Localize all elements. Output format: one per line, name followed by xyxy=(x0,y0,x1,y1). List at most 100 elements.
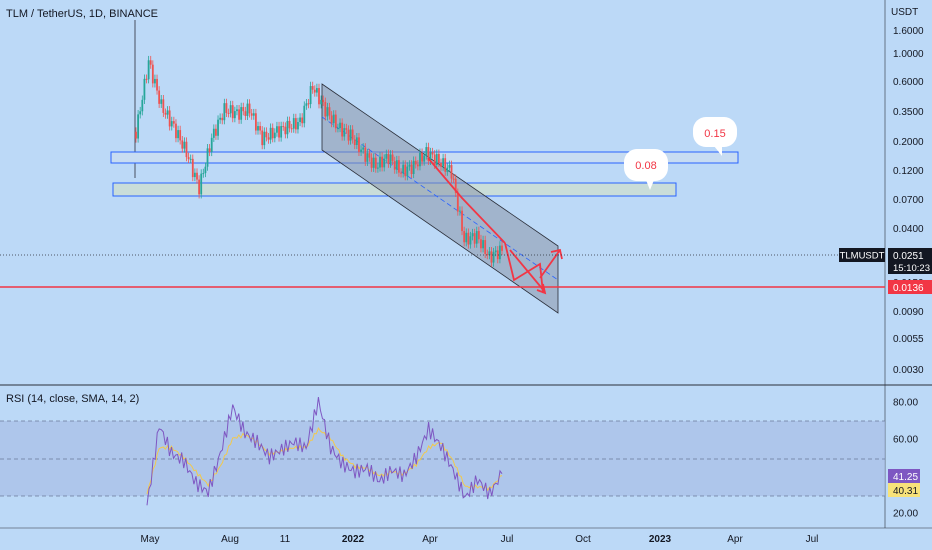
rsi-title[interactable]: RSI (14, close, SMA, 14, 2) xyxy=(6,393,139,405)
candle-body xyxy=(498,245,501,260)
projection-trend-line[interactable] xyxy=(427,157,506,244)
candle-body xyxy=(320,99,323,105)
candle-body xyxy=(233,111,236,119)
candle-body xyxy=(151,64,154,84)
candle-body xyxy=(330,115,333,124)
candle-body xyxy=(204,166,207,174)
candle-body xyxy=(162,99,165,113)
candle-body xyxy=(429,152,432,161)
candle-body xyxy=(139,111,142,115)
countdown-text: 15:10:23 xyxy=(893,263,930,274)
candle-body xyxy=(425,147,428,156)
candle-body xyxy=(299,117,301,123)
candle-body xyxy=(183,141,186,149)
callout-lower-text: 0.08 xyxy=(635,160,656,172)
candle-body xyxy=(406,166,409,177)
level-badge-text: 0.0136 xyxy=(893,283,924,294)
candle-body xyxy=(387,154,390,164)
candle-body xyxy=(154,78,156,84)
callout-upper-box xyxy=(693,117,737,147)
projection-up-arrow[interactable] xyxy=(539,249,561,279)
candle-body xyxy=(198,179,201,195)
candle-body xyxy=(402,164,405,174)
candle-body xyxy=(168,110,171,127)
candle-body xyxy=(278,126,280,138)
time-axis[interactable]: May Aug 11 2022 Apr Jul Oct 2023 Apr Jul xyxy=(141,534,819,545)
candle-body xyxy=(145,78,148,80)
candle-body xyxy=(273,132,276,139)
price-tick-label: 1.6000 xyxy=(893,26,924,37)
callout-lower-tail xyxy=(646,180,654,190)
candle-body xyxy=(393,161,396,170)
candle-body xyxy=(179,130,182,141)
rsi-value-badge: 41.25 xyxy=(888,469,920,483)
candle-body xyxy=(440,162,442,167)
price-tick-label: 0.2000 xyxy=(893,137,924,148)
symbol-badge-text: TLMUSDT xyxy=(840,251,885,262)
level-badge-box xyxy=(888,280,932,294)
candle-body xyxy=(332,114,335,124)
candle-body xyxy=(193,172,196,178)
candle-body xyxy=(408,164,411,167)
candle-body xyxy=(494,250,497,253)
candle-body xyxy=(231,105,234,119)
candle-body xyxy=(303,105,306,124)
candle-body xyxy=(349,129,352,141)
rsi-sma-badge-box xyxy=(888,483,920,497)
candle-body xyxy=(200,173,203,195)
candle-body xyxy=(227,112,230,114)
candle-body xyxy=(347,129,350,141)
candle-body xyxy=(149,60,152,65)
candle-body xyxy=(379,156,381,168)
candle-body xyxy=(486,253,489,256)
candle-body xyxy=(210,137,213,152)
candle-body xyxy=(225,103,228,113)
candle-body xyxy=(202,173,205,175)
candle-body xyxy=(143,78,146,100)
candle-body xyxy=(343,128,346,137)
candle-body xyxy=(311,86,314,90)
candle-body xyxy=(360,149,362,152)
candle-body xyxy=(246,103,249,116)
candle-body xyxy=(166,110,169,115)
candle-body xyxy=(416,164,419,167)
candle-body xyxy=(454,178,457,193)
projection-path[interactable] xyxy=(427,157,563,295)
candle-body xyxy=(290,128,293,130)
price-axis[interactable]: 1.6000 1.0000 0.6000 0.3500 0.2000 0.1200 0.07… xyxy=(893,26,924,376)
projection-zigzag[interactable] xyxy=(504,242,544,294)
candle-body xyxy=(444,158,447,172)
candle-body xyxy=(282,126,285,128)
time-tick-label: Aug xyxy=(221,534,239,545)
candle-body xyxy=(414,160,417,165)
candle-body xyxy=(324,101,327,117)
currency-label: USDT xyxy=(891,7,918,18)
candle-body xyxy=(334,114,337,129)
candle-body xyxy=(141,99,144,112)
callout-lower[interactable]: 0.08 xyxy=(624,149,668,190)
price-tick-label: 0.0055 xyxy=(893,334,924,345)
candle-body xyxy=(465,232,468,243)
candle-body xyxy=(353,139,356,146)
candle-body xyxy=(221,117,224,121)
candle-body xyxy=(490,251,493,263)
candle-body xyxy=(482,240,484,249)
callout-upper[interactable]: 0.15 xyxy=(693,117,737,156)
candle-body xyxy=(187,157,190,160)
rsi-line[interactable] xyxy=(146,397,503,506)
candle-body xyxy=(313,89,316,93)
candle-body xyxy=(259,126,262,131)
projection-down-arrow[interactable] xyxy=(509,249,546,293)
candle-body xyxy=(284,126,287,135)
candle-body xyxy=(160,99,163,104)
candle-body xyxy=(370,157,373,168)
candle-body xyxy=(244,111,247,116)
candle-body xyxy=(177,130,179,139)
candle-body xyxy=(404,164,407,177)
symbol-title[interactable]: TLM / TetherUS, 1D, BINANCE xyxy=(6,8,158,20)
time-tick-label: 2023 xyxy=(649,534,672,545)
candles-group[interactable] xyxy=(135,55,503,267)
candle-body xyxy=(164,112,167,115)
